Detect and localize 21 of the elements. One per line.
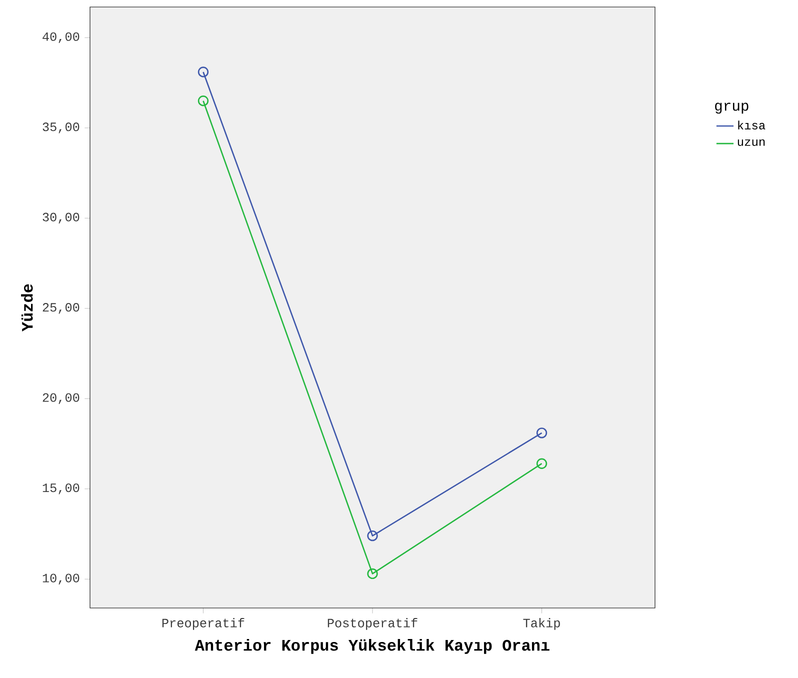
y-tick-label: 40,00 [42,32,80,44]
x-tick-label: Postoperatif [328,618,418,630]
point [198,96,209,106]
legend-label: uzun [738,139,765,146]
point [367,530,378,542]
y-axis-title: Yüzde [21,284,33,332]
y-tick-label: 10,00 [42,574,80,584]
x-axis-title: Anterior Korpus Yükseklik Kayıp Oranı [194,639,550,654]
legend-title: grup [715,102,748,114]
point [198,66,209,78]
x-tick-label: Takip [523,618,560,630]
y-tick-label: 15,00 [42,484,80,494]
x-tick-label: Preoperatif [162,618,244,630]
y-tick-label: 20,00 [42,393,80,404]
y-tick-label: 25,00 [42,303,80,314]
point [536,458,548,469]
legend-label: kısa [738,120,766,130]
point [367,568,378,580]
point [536,428,548,438]
y-tick-label: 30,00 [42,212,80,224]
y-tick-label: 35,00 [42,122,80,134]
